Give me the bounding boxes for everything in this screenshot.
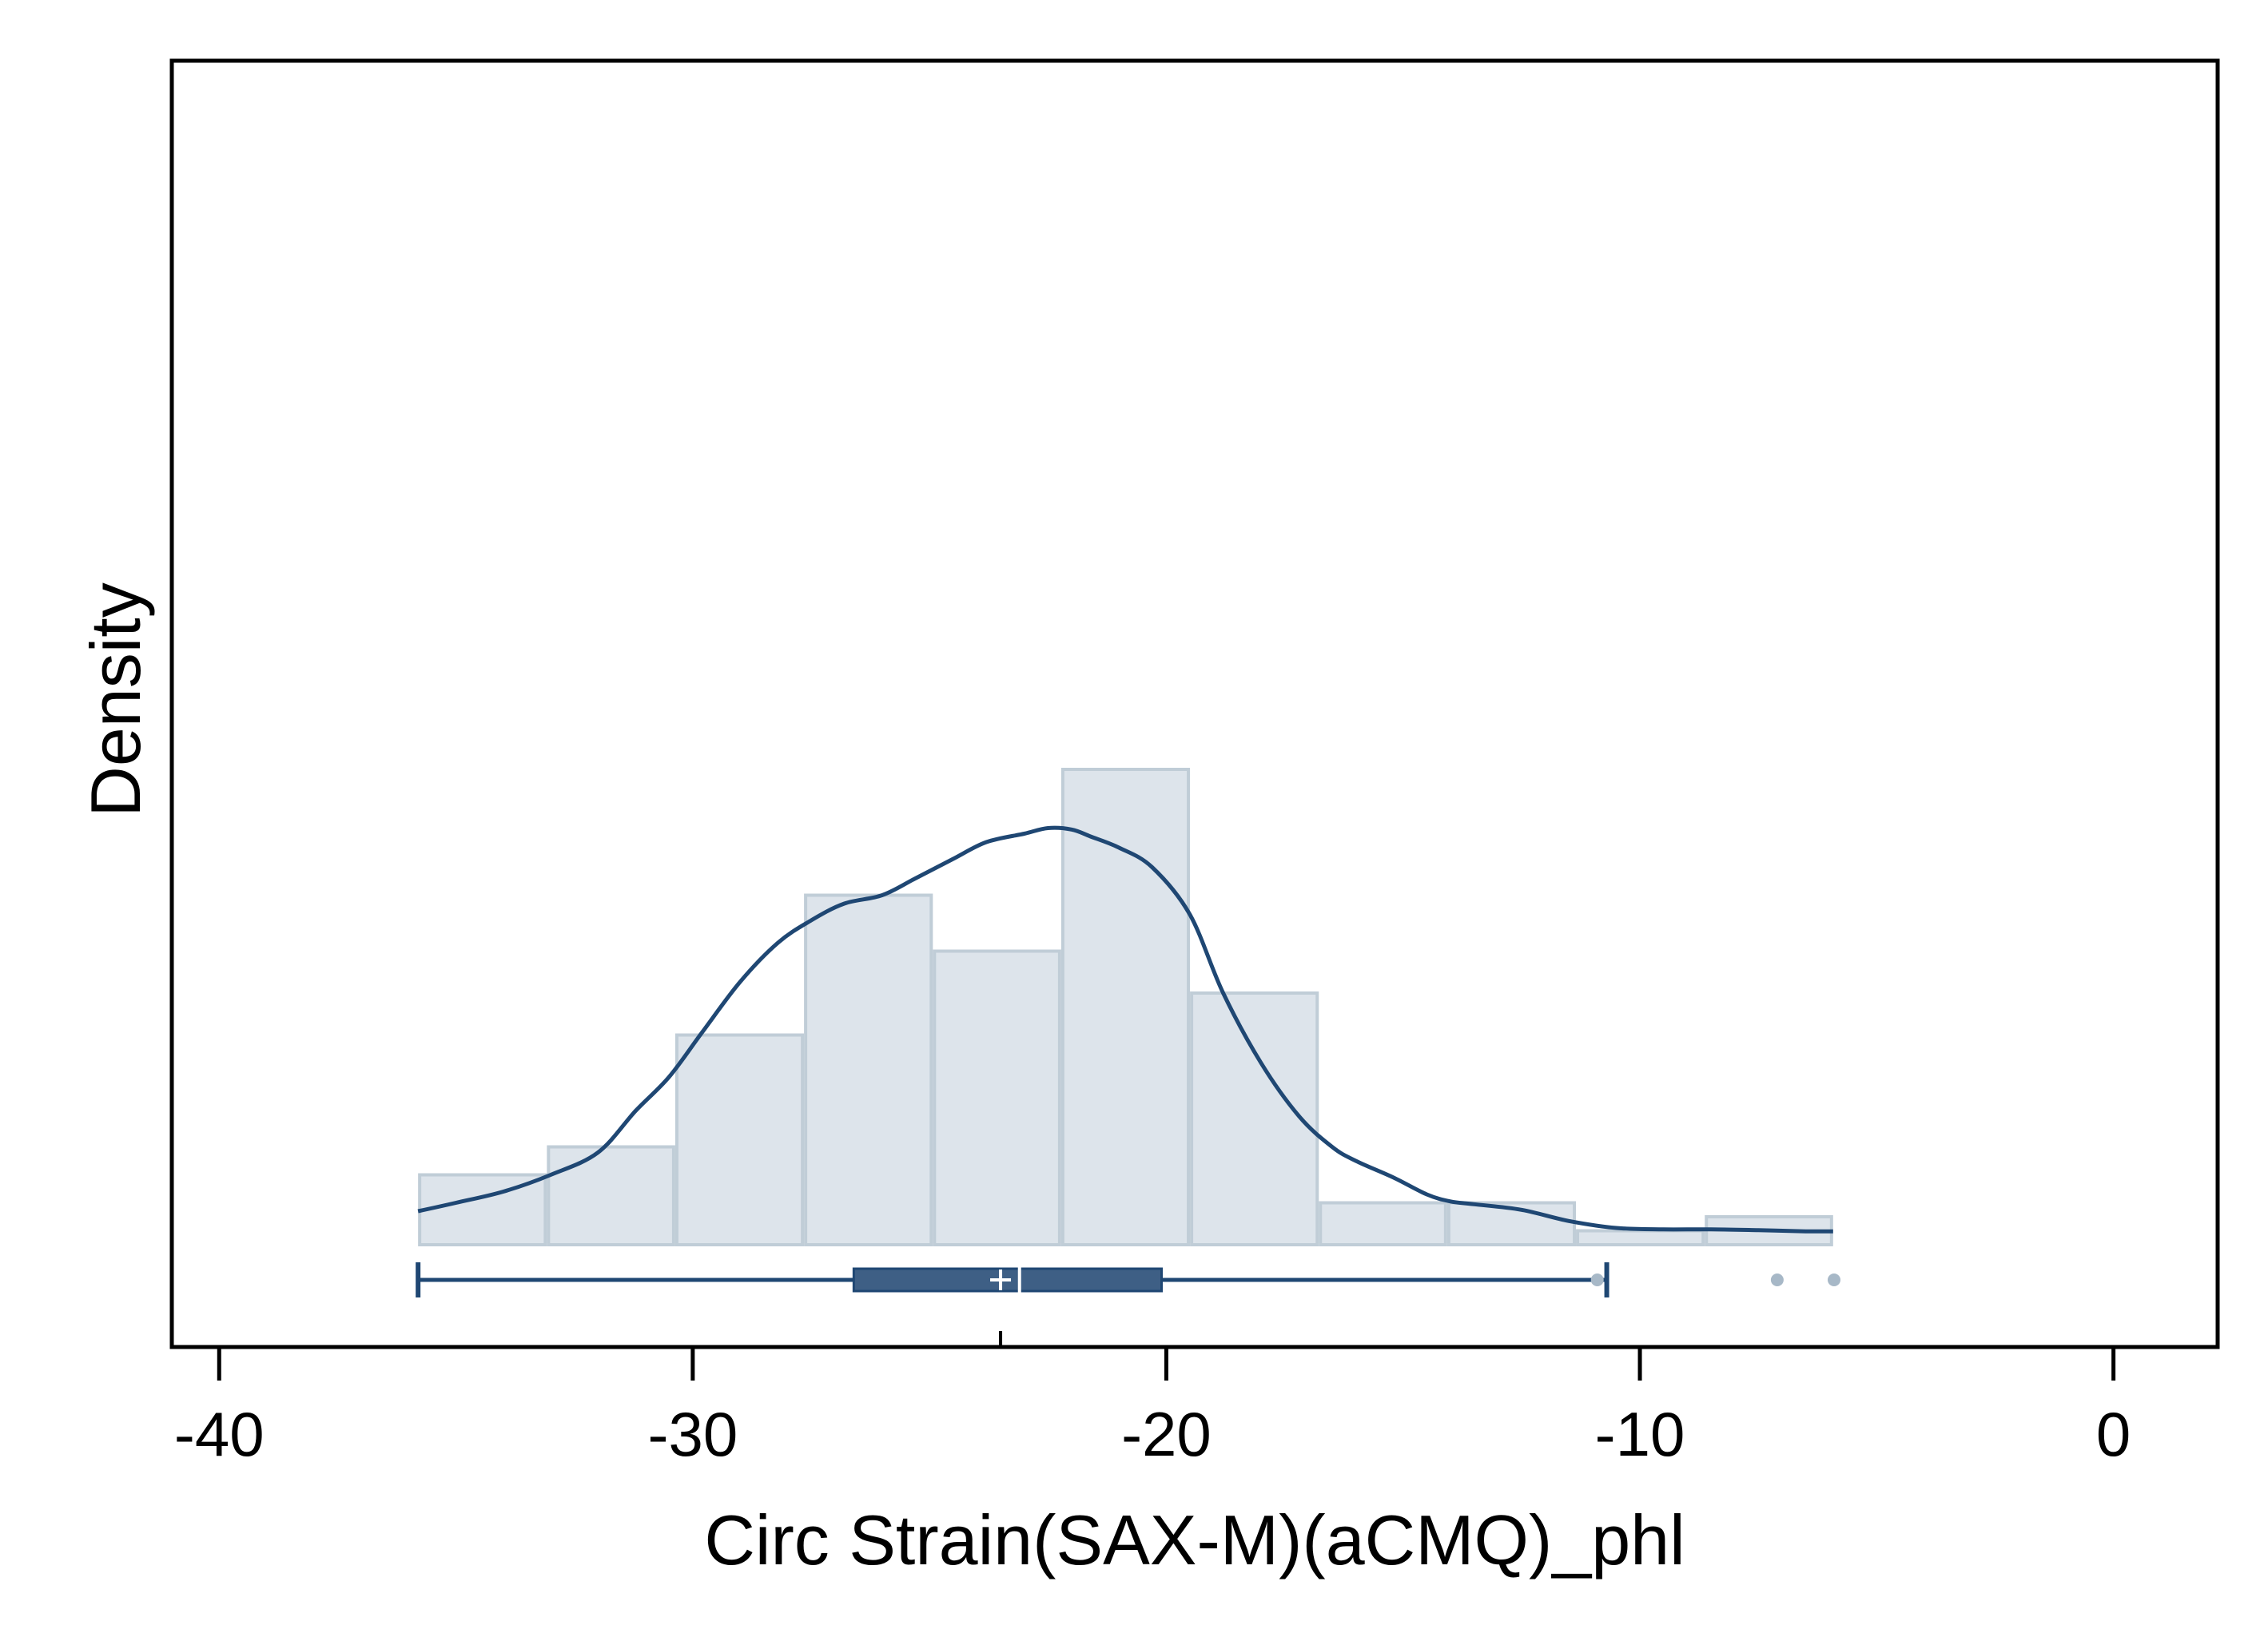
x-tick-label: -40 bbox=[174, 1399, 265, 1469]
x-axis: -40 -30 -20 -10 0 bbox=[172, 1345, 2218, 1469]
y-axis-title: Density bbox=[76, 582, 155, 817]
x-tick-label: 0 bbox=[2096, 1399, 2131, 1469]
x-tick-label: -20 bbox=[1121, 1399, 1212, 1469]
x-tick-label: -30 bbox=[647, 1399, 738, 1469]
histogram-bar bbox=[1190, 991, 1319, 1246]
histogram-bar bbox=[1576, 1229, 1705, 1246]
histogram-bar bbox=[804, 893, 933, 1246]
boxplot-outlier bbox=[1828, 1274, 1840, 1286]
boxplot-outlier bbox=[1770, 1274, 1784, 1286]
histogram-bars bbox=[418, 768, 1833, 1246]
histogram-bar bbox=[547, 1145, 675, 1246]
x-tick-label: -10 bbox=[1595, 1399, 1685, 1469]
boxplot-outlier bbox=[1590, 1274, 1604, 1286]
density-curve bbox=[417, 825, 1833, 1234]
histogram-bar bbox=[1319, 1201, 1447, 1246]
histogram-bar bbox=[933, 949, 1061, 1246]
histogram-bar bbox=[674, 1033, 805, 1246]
boxplot bbox=[416, 1262, 1840, 1347]
histogram-bar bbox=[1060, 768, 1191, 1246]
x-axis-title: Circ Strain(SAX-M)(aCMQ)_phl bbox=[704, 1500, 1685, 1579]
